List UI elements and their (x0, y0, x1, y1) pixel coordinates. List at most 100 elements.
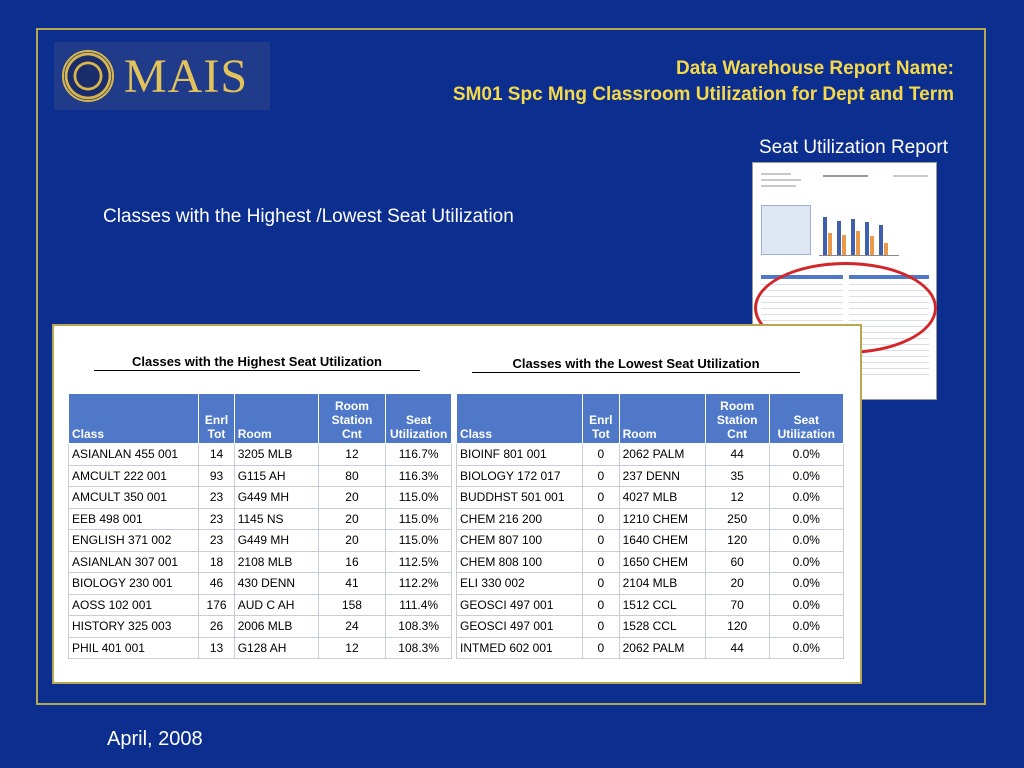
table-row: ASIANLAN 455 001 14 3205 MLB 12 116.7% (67, 443, 452, 466)
class-cell: BIOLOGY 172 017 (455, 464, 584, 487)
class-cell: BIOINF 801 001 (455, 443, 584, 466)
class-cell: BIOLOGY 230 001 (67, 572, 200, 595)
room-station-cnt-cell: 20 (317, 529, 387, 552)
room-cell: AUD C AH (233, 593, 319, 616)
room-station-cnt-cell: 70 (704, 593, 770, 616)
enrl-tot-cell: 176 (198, 593, 235, 616)
class-cell: GEOSCI 497 001 (455, 593, 584, 616)
seat-utilization-cell: 115.0% (385, 507, 452, 530)
column-header-class: Class (455, 393, 584, 444)
column-header-room-station-cnt: Room Station Cnt (704, 393, 770, 444)
room-station-cnt-cell: 20 (704, 572, 770, 595)
seat-utilization-cell: 116.3% (385, 464, 452, 487)
table-row: INTMED 602 001 0 2062 PALM 44 0.0% (455, 636, 845, 659)
seat-utilization-cell: 112.5% (385, 550, 452, 573)
seat-utilization-cell: 0.0% (768, 550, 845, 573)
room-cell: 2108 MLB (233, 550, 319, 573)
lowest-utilization-table: Class Enrl Tot Room Room Station Cnt Sea… (455, 393, 845, 659)
enrl-tot-cell: 0 (582, 443, 620, 466)
table-row: BIOLOGY 230 001 46 430 DENN 41 112.2% (67, 572, 452, 595)
class-cell: ELI 330 002 (455, 572, 584, 595)
enrl-tot-cell: 0 (582, 615, 620, 638)
column-header-class: Class (67, 393, 200, 444)
seat-utilization-cell: 0.0% (768, 486, 845, 509)
lowest-table-title: Classes with the Lowest Seat Utilization (472, 356, 800, 373)
seat-utilization-cell: 108.3% (385, 636, 452, 659)
seat-utilization-cell: 115.0% (385, 529, 452, 552)
report-name: SM01 Spc Mng Classroom Utilization for D… (452, 84, 954, 105)
room-cell: 1512 CCL (618, 593, 706, 616)
seat-utilization-cell: 111.4% (385, 593, 452, 616)
room-station-cnt-cell: 41 (317, 572, 387, 595)
enrl-tot-cell: 0 (582, 486, 620, 509)
class-cell: HISTORY 325 003 (67, 615, 200, 638)
mais-logo: MAIS (54, 42, 270, 110)
class-cell: BUDDHST 501 001 (455, 486, 584, 509)
enrl-tot-cell: 0 (582, 572, 620, 595)
table-row: AMCULT 350 001 23 G449 MH 20 115.0% (67, 486, 452, 509)
class-cell: ASIANLAN 455 001 (67, 443, 200, 466)
enrl-tot-cell: 93 (198, 464, 235, 487)
enrl-tot-cell: 14 (198, 443, 235, 466)
table-row: BUDDHST 501 001 0 4027 MLB 12 0.0% (455, 486, 845, 509)
enrl-tot-cell: 23 (198, 486, 235, 509)
slide-caption: Classes with the Highest /Lowest Seat Ut… (103, 206, 514, 227)
slide-frame (36, 28, 986, 705)
presentation-date: April, 2008 (107, 728, 203, 750)
report-name-label: Data Warehouse Report Name: (675, 58, 954, 79)
table-row: PHIL 401 001 13 G128 AH 12 108.3% (67, 636, 452, 659)
room-cell: 4027 MLB (618, 486, 706, 509)
table-row: ASIANLAN 307 001 18 2108 MLB 16 112.5% (67, 550, 452, 573)
seat-utilization-cell: 0.0% (768, 464, 845, 487)
room-cell: 237 DENN (618, 464, 706, 487)
room-station-cnt-cell: 44 (704, 636, 770, 659)
class-cell: ASIANLAN 307 001 (67, 550, 200, 573)
room-cell: 1210 CHEM (618, 507, 706, 530)
room-cell: 1640 CHEM (618, 529, 706, 552)
room-station-cnt-cell: 250 (704, 507, 770, 530)
table-row: AOSS 102 001 176 AUD C AH 158 111.4% (67, 593, 452, 616)
table-row: AMCULT 222 001 93 G115 AH 80 116.3% (67, 464, 452, 487)
room-station-cnt-cell: 80 (317, 464, 387, 487)
seat-utilization-cell: 0.0% (768, 615, 845, 638)
table-row: CHEM 807 100 0 1640 CHEM 120 0.0% (455, 529, 845, 552)
column-header-room-station-cnt: Room Station Cnt (317, 393, 387, 444)
table-row: CHEM 808 100 0 1650 CHEM 60 0.0% (455, 550, 845, 573)
table-row: ELI 330 002 0 2104 MLB 20 0.0% (455, 572, 845, 595)
table-row: ENGLISH 371 002 23 G449 MH 20 115.0% (67, 529, 452, 552)
seat-utilization-cell: 0.0% (768, 593, 845, 616)
enrl-tot-cell: 46 (198, 572, 235, 595)
seat-utilization-cell: 0.0% (768, 636, 845, 659)
room-cell: 3205 MLB (233, 443, 319, 466)
highest-utilization-table: Class Enrl Tot Room Room Station Cnt Sea… (67, 393, 452, 659)
seat-utilization-cell: 108.3% (385, 615, 452, 638)
room-station-cnt-cell: 24 (317, 615, 387, 638)
seat-utilization-cell: 112.2% (385, 572, 452, 595)
class-cell: GEOSCI 497 001 (455, 615, 584, 638)
logo-text: MAIS (124, 49, 249, 103)
room-cell: G128 AH (233, 636, 319, 659)
room-cell: 1145 NS (233, 507, 319, 530)
class-cell: CHEM 216 200 (455, 507, 584, 530)
room-station-cnt-cell: 120 (704, 529, 770, 552)
column-header-enrl-tot: Enrl Tot (582, 393, 620, 444)
column-header-seat-utilization: Seat Utilization (768, 393, 845, 444)
column-header-room: Room (618, 393, 706, 444)
class-cell: CHEM 807 100 (455, 529, 584, 552)
table-row: HISTORY 325 003 26 2006 MLB 24 108.3% (67, 615, 452, 638)
seat-utilization-cell: 0.0% (768, 507, 845, 530)
room-station-cnt-cell: 12 (317, 443, 387, 466)
report-subtitle: Seat Utilization Report (758, 137, 948, 158)
table-row: CHEM 216 200 0 1210 CHEM 250 0.0% (455, 507, 845, 530)
room-cell: 2062 PALM (618, 636, 706, 659)
room-station-cnt-cell: 60 (704, 550, 770, 573)
table-row: GEOSCI 497 001 0 1528 CCL 120 0.0% (455, 615, 845, 638)
enrl-tot-cell: 0 (582, 593, 620, 616)
class-cell: AMCULT 350 001 (67, 486, 200, 509)
seat-utilization-cell: 116.7% (385, 443, 452, 466)
university-seal-icon (62, 50, 114, 102)
room-station-cnt-cell: 35 (704, 464, 770, 487)
room-cell: G115 AH (233, 464, 319, 487)
room-station-cnt-cell: 12 (317, 636, 387, 659)
enrl-tot-cell: 18 (198, 550, 235, 573)
